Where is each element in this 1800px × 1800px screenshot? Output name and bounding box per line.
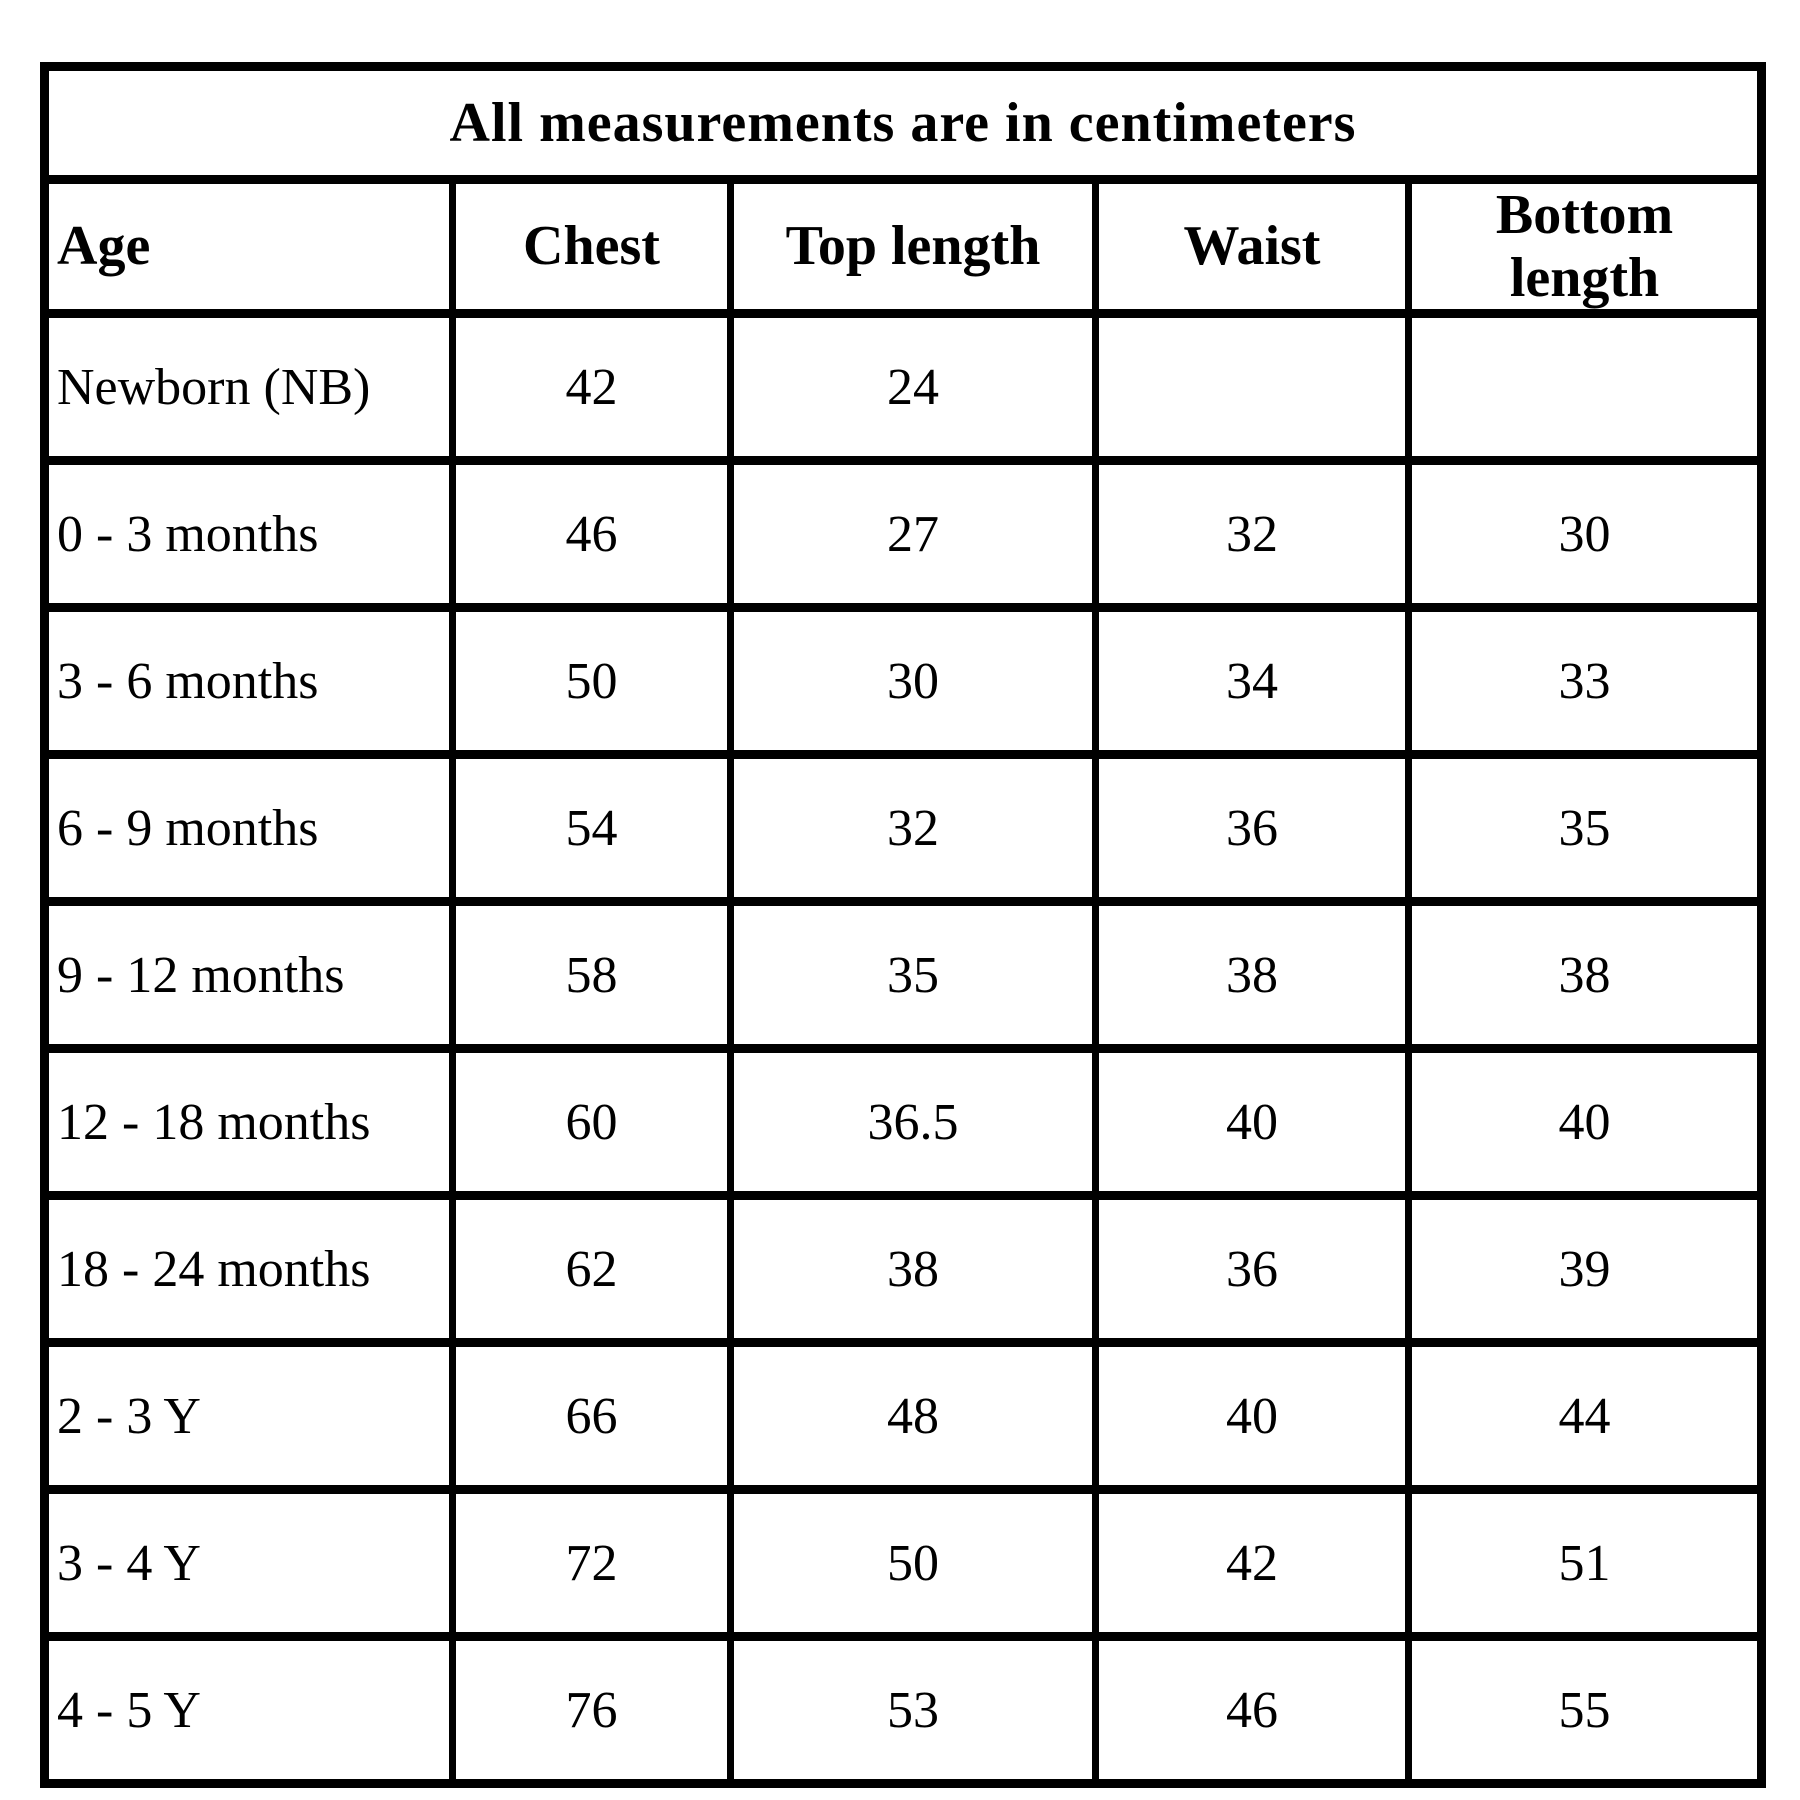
value-cell: 42 [1092, 1485, 1412, 1642]
value-cell: 33 [1404, 603, 1766, 760]
value-cell: 39 [1404, 1191, 1766, 1348]
table-row: 3 - 4 Y 72 50 42 51 [41, 1485, 1766, 1642]
value-cell: 27 [727, 456, 1099, 613]
value-cell: 50 [449, 603, 734, 760]
value-cell: 55 [1404, 1632, 1766, 1789]
column-header-top-length: Top length [727, 174, 1099, 319]
title-row: All measurements are in centimeters [40, 62, 1766, 184]
value-cell: 38 [1404, 897, 1766, 1054]
age-cell: 12 - 18 months [41, 1044, 456, 1201]
header-row: Age Chest Top length Waist Bottom length [41, 174, 1766, 319]
value-cell: 35 [1404, 750, 1766, 907]
age-cell: 4 - 5 Y [41, 1632, 456, 1789]
value-cell: 50 [727, 1485, 1099, 1642]
table-row: 18 - 24 months 62 38 36 39 [41, 1191, 1766, 1348]
column-header-waist: Waist [1092, 174, 1412, 319]
value-cell: 62 [449, 1191, 734, 1348]
value-cell: 54 [449, 750, 734, 907]
age-cell: 18 - 24 months [41, 1191, 456, 1348]
value-cell: 76 [449, 1632, 734, 1789]
table-row: 9 - 12 months 58 35 38 38 [41, 897, 1766, 1054]
table-row: 4 - 5 Y 76 53 46 55 [41, 1632, 1766, 1789]
value-cell [1404, 309, 1766, 466]
value-cell: 66 [449, 1338, 734, 1495]
age-cell: 0 - 3 months [41, 456, 456, 613]
value-cell: 46 [1092, 1632, 1412, 1789]
value-cell: 53 [727, 1632, 1099, 1789]
table-row: 6 - 9 months 54 32 36 35 [41, 750, 1766, 907]
value-cell: 35 [727, 897, 1099, 1054]
value-cell: 30 [727, 603, 1099, 760]
value-cell: 38 [1092, 897, 1412, 1054]
value-cell: 38 [727, 1191, 1099, 1348]
value-cell: 30 [1404, 456, 1766, 613]
value-cell: 32 [727, 750, 1099, 907]
value-cell: 58 [449, 897, 734, 1054]
value-cell: 40 [1404, 1044, 1766, 1201]
age-cell: 2 - 3 Y [41, 1338, 456, 1495]
value-cell: 32 [1092, 456, 1412, 613]
table-row: Newborn (NB) 42 24 [41, 309, 1766, 466]
column-header-chest: Chest [449, 174, 734, 319]
value-cell: 36.5 [727, 1044, 1099, 1201]
age-cell: 3 - 4 Y [41, 1485, 456, 1642]
value-cell: 36 [1092, 1191, 1412, 1348]
value-cell [1092, 309, 1412, 466]
value-cell: 72 [449, 1485, 734, 1642]
column-header-age: Age [41, 174, 456, 319]
size-chart-table: All measurements are in centimeters Age C… [40, 62, 1767, 1789]
table-title: All measurements are in centimeters [40, 62, 1766, 184]
table-row: 2 - 3 Y 66 48 40 44 [41, 1338, 1766, 1495]
value-cell: 40 [1092, 1338, 1412, 1495]
column-header-bottom-length: Bottom length [1404, 174, 1766, 319]
table-body: Newborn (NB) 42 24 0 - 3 months 46 27 32 30 3 - … [41, 309, 1766, 1789]
value-cell: 42 [449, 309, 734, 466]
table-row: 12 - 18 months 60 36.5 40 40 [41, 1044, 1766, 1201]
value-cell: 48 [727, 1338, 1099, 1495]
table-row: 3 - 6 months 50 30 34 33 [41, 603, 1766, 760]
value-cell: 60 [449, 1044, 734, 1201]
value-cell: 51 [1404, 1485, 1766, 1642]
age-cell: Newborn (NB) [41, 309, 456, 466]
value-cell: 40 [1092, 1044, 1412, 1201]
age-cell: 9 - 12 months [41, 897, 456, 1054]
value-cell: 34 [1092, 603, 1412, 760]
age-cell: 6 - 9 months [41, 750, 456, 907]
value-cell: 46 [449, 456, 734, 613]
value-cell: 24 [727, 309, 1099, 466]
table-row: 0 - 3 months 46 27 32 30 [41, 456, 1766, 613]
age-cell: 3 - 6 months [41, 603, 456, 760]
value-cell: 36 [1092, 750, 1412, 907]
value-cell: 44 [1404, 1338, 1766, 1495]
